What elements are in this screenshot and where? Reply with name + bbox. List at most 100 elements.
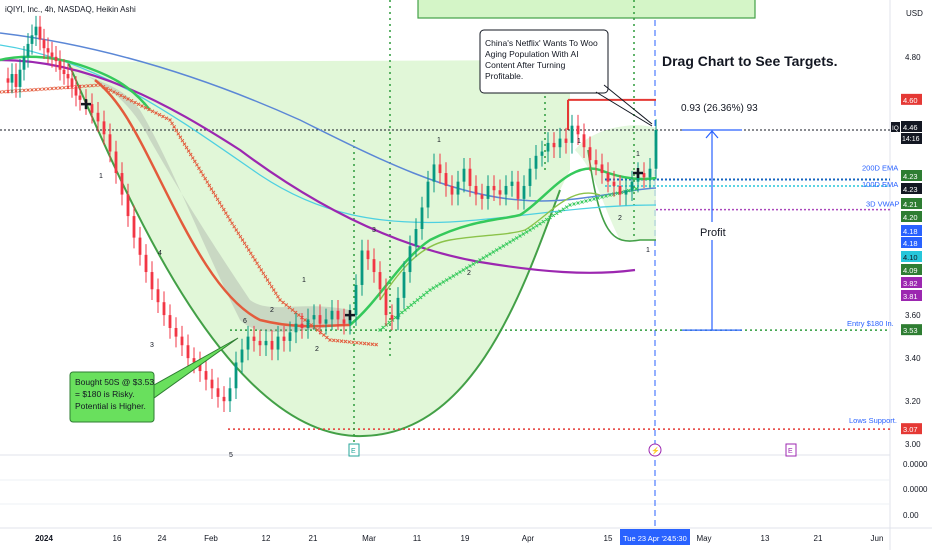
candle [210, 368, 214, 400]
y-tick-label: 3.00 [905, 440, 921, 449]
candle [96, 102, 100, 133]
price-tag-ema200b: 4.23 [903, 185, 918, 194]
candle [38, 15, 42, 51]
candle-body [168, 315, 172, 329]
candle-body [58, 61, 62, 70]
candle-body [120, 173, 124, 195]
news-callout-pointer [603, 84, 653, 125]
candle [300, 312, 304, 339]
sar-mark [0, 90, 2, 94]
candle-body [324, 319, 328, 324]
candle-body [606, 173, 610, 182]
cup-fill [68, 60, 570, 437]
price-tag-purple-b: 3.81 [903, 292, 918, 301]
sar-red [0, 83, 379, 347]
sar-mark [129, 98, 134, 103]
candle-body [132, 216, 136, 238]
sar-mark [481, 256, 486, 260]
wave-label: 1 [646, 247, 650, 254]
lows-label: Lows Support. [849, 416, 897, 425]
wave-label: 2 [618, 215, 622, 222]
x-tick-label: 13 [761, 534, 770, 543]
y-tick-label: 4.80 [905, 53, 921, 62]
candle-body [564, 138, 568, 143]
candle-body [282, 336, 286, 341]
candle [528, 157, 532, 197]
candle-body [648, 168, 652, 178]
candle-body [378, 272, 382, 290]
news-callout-line: Content After Turning [485, 60, 566, 70]
candle-body [234, 362, 238, 389]
sar-mark [82, 84, 86, 89]
sar-mark [115, 91, 120, 96]
wave-label: 5 [229, 452, 233, 459]
sar-mark [178, 135, 183, 140]
sar-mark [86, 84, 90, 88]
candle [138, 226, 142, 266]
candle [132, 205, 136, 249]
sar-mark [400, 310, 404, 315]
candle [570, 114, 574, 154]
price-tag-ema200a: 4.23 [903, 172, 918, 181]
candle-body [372, 259, 376, 273]
candle-body [114, 151, 118, 174]
sar-mark [303, 318, 307, 322]
wave-label: 6 [243, 318, 247, 325]
sar-mark [261, 271, 266, 276]
candle-body [498, 190, 502, 195]
sar-mark [176, 131, 181, 136]
countdown-bg [901, 133, 922, 144]
candle-body [300, 323, 304, 329]
candle [588, 136, 592, 171]
candle [114, 140, 118, 184]
sar-mark [240, 238, 245, 242]
sar-mark [278, 298, 282, 302]
sar-mark [284, 303, 289, 307]
sar-mark [211, 190, 216, 195]
candle [426, 170, 430, 219]
candle [108, 123, 112, 163]
price-tag-vwap-b: 4.09 [903, 266, 918, 275]
sar-mark [190, 156, 195, 160]
wave-label: 1 [99, 173, 103, 180]
candle-body [396, 297, 400, 320]
candle [6, 67, 10, 94]
candle-body [54, 56, 58, 62]
sar-mark [119, 93, 123, 98]
candle [318, 304, 322, 335]
candle-body [46, 48, 50, 53]
crosshair-time: 15:30 [668, 534, 687, 543]
candle [240, 338, 244, 374]
sar-mark [518, 234, 522, 238]
sar-mark [511, 238, 516, 242]
sar-mark [143, 105, 148, 110]
candle [276, 325, 280, 361]
candle [74, 76, 78, 107]
sar-mark [197, 166, 201, 171]
candle [264, 330, 268, 356]
candle-body [624, 190, 628, 195]
candle [14, 63, 18, 98]
candle-body [336, 310, 340, 320]
x-tick-label: 21 [814, 534, 823, 543]
sar-mark [491, 250, 496, 254]
sar-mark [269, 284, 274, 289]
sar-mark [534, 223, 539, 228]
x-tick-label: Apr [522, 534, 535, 543]
sar-mark [136, 102, 141, 107]
candle [234, 351, 238, 400]
sar-mark [387, 320, 392, 325]
top-box [417, 0, 756, 19]
fast-ma-green-left [0, 55, 151, 111]
x-tick-label: 19 [461, 534, 470, 543]
candle [354, 274, 358, 326]
sar-mark [224, 211, 228, 215]
candle [120, 162, 124, 206]
candle [438, 153, 442, 184]
candle-body [366, 250, 370, 260]
sar-mark [251, 254, 255, 259]
candle [606, 162, 610, 193]
candle-body [38, 26, 42, 40]
candle-body [50, 52, 54, 57]
